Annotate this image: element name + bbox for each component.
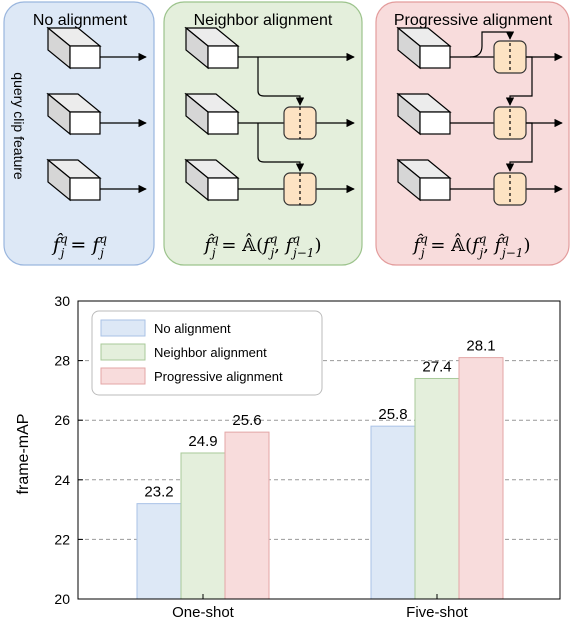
panel-neighbor-alignment-title: Neighbor alignment [194, 12, 333, 29]
progressive-arrow-1 [505, 56, 533, 106]
bar-value-label: 25.8 [378, 406, 407, 423]
y-axis-label: frame-mAP [15, 414, 32, 495]
bar-one-shot-1 [180, 452, 226, 600]
y-tick-label: 24 [54, 472, 70, 488]
legend-items: No alignment Neighbor alignment Progressiv… [100, 319, 283, 385]
bar-value-labels: 23.2 24.9 25.6 25.8 27.4 28.1 [144, 338, 495, 501]
panel-no-alignment-title: No alignment [33, 12, 128, 29]
x-tick-label: One-shot [172, 604, 235, 621]
panel-no-alignment: No alignment query clip feature f̂q j = f… [3, 1, 155, 266]
bar-five-shot-2 [458, 357, 504, 600]
panel-progressive-alignment-cubes [396, 26, 563, 206]
feature-cube-3 [396, 158, 452, 202]
formula-neighbor-alignment: f̂q j = 𝔸̂(fq j, fq j−1) [203, 232, 322, 260]
legend-entry: Neighbor alignment [100, 343, 267, 361]
neighbor-arrow-1 [257, 57, 305, 106]
x-tick-label: Five-shot [406, 604, 469, 621]
plot-frame [77, 300, 561, 600]
legend-swatch [100, 343, 146, 361]
panel-progressive-alignment: Progressive alignment f̂q j = 𝔸̂(fq j, f̂q… [375, 1, 570, 266]
bar-one-shot-2 [224, 431, 270, 600]
feature-cube-2 [46, 92, 102, 136]
y-tick-label: 20 [54, 591, 70, 607]
legend-label: Neighbor alignment [154, 345, 267, 360]
feature-cube-3 [184, 158, 240, 202]
neighbor-arrow-2 [257, 123, 305, 172]
progressive-arrow-2 [505, 122, 533, 172]
side-label-query-clip-feature: query clip feature [11, 72, 27, 180]
legend-entry: Progressive alignment [100, 367, 283, 385]
y-tick-label: 30 [54, 293, 70, 309]
y-axis-ticks: 20 22 24 26 28 30 [54, 293, 83, 607]
self-arrow-1 [469, 31, 515, 58]
feature-cube-3 [46, 158, 102, 202]
panel-neighbor-alignment-cubes [184, 26, 355, 206]
frame-map-bar-chart: 23.2 24.9 25.6 25.8 27.4 28.1 20 22 24 26 28 30 On… [15, 293, 561, 621]
bar-value-label: 24.9 [188, 433, 217, 450]
bar-five-shot-0 [370, 425, 416, 600]
bar-five-shot-1 [414, 377, 460, 600]
align-module-2 [283, 172, 317, 206]
bar-one-shot-0 [136, 503, 182, 600]
legend-label: Progressive alignment [154, 369, 283, 384]
bar-value-label: 25.6 [232, 412, 261, 429]
legend-box [91, 310, 323, 396]
legend-label: No alignment [154, 321, 231, 336]
formula-progressive-alignment: f̂q j = 𝔸̂(fq j, f̂q j−1) [412, 232, 531, 260]
y-tick-label: 26 [54, 412, 70, 428]
panel-neighbor-alignment: Neighbor alignment f̂q j = 𝔸̂(fq j, fq j−1) [163, 1, 363, 266]
legend: No alignment Neighbor alignment Progressiv… [91, 310, 323, 396]
alignment-diagram: No alignment query clip feature f̂q j = f… [3, 1, 570, 266]
feature-cube-2 [396, 92, 452, 136]
bar-value-label: 23.2 [144, 484, 173, 501]
legend-swatch [100, 319, 146, 337]
y-tick-label: 22 [54, 531, 70, 547]
panel-progressive-alignment-title: Progressive alignment [394, 12, 553, 29]
legend-entry: No alignment [100, 319, 231, 337]
bar-value-label: 28.1 [466, 338, 495, 355]
panel-no-alignment-cubes [46, 26, 147, 202]
formula-no-alignment: f̂q j = fq j [51, 232, 108, 260]
align-module-1 [283, 106, 317, 140]
legend-swatch [100, 367, 146, 385]
y-tick-label: 28 [54, 353, 70, 369]
bar-value-label: 27.4 [422, 358, 451, 375]
feature-cube-1 [184, 26, 240, 70]
feature-cube-1 [46, 26, 102, 70]
feature-cube-2 [184, 92, 240, 136]
x-axis-ticks: One-shot Five-shot [172, 594, 469, 621]
